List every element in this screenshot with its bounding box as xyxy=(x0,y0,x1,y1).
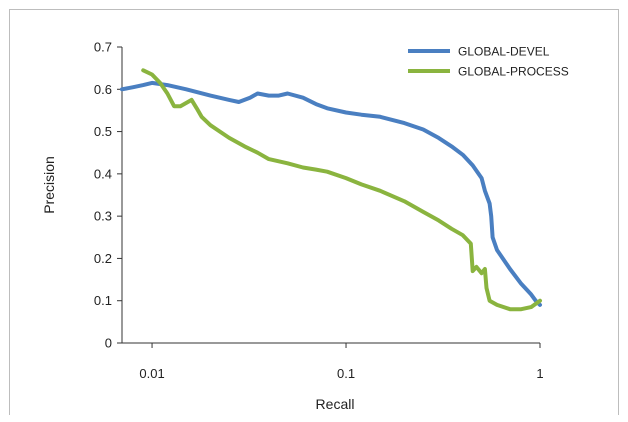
y-tick-label: 0.3 xyxy=(94,209,112,224)
y-axis-title: Precision xyxy=(41,156,57,214)
legend-label: GLOBAL-PROCESS xyxy=(458,65,569,79)
y-ticks: 0 0.1 0.2 0.3 0.4 0.5 0.6 0.7 xyxy=(94,40,122,351)
pr-curve-chart: 0 0.1 0.2 0.3 0.4 0.5 0.6 0.7 0.01 0.1 1 GLOBAL-D… xyxy=(41,40,569,413)
y-tick-label: 0.5 xyxy=(94,124,112,139)
series-layer xyxy=(120,68,542,312)
series-line-global-devel xyxy=(120,80,542,307)
x-tick-label: 0.1 xyxy=(337,366,355,381)
y-tick-label: 0.6 xyxy=(94,82,112,97)
y-tick-label: 0.7 xyxy=(94,40,112,55)
axes xyxy=(121,47,540,344)
x-axis-title: Recall xyxy=(316,396,355,412)
x-tick-label: 1 xyxy=(536,366,543,381)
series-line-global-process xyxy=(141,68,542,312)
x-tick-label: 0.01 xyxy=(139,366,164,381)
legend-label: GLOBAL-DEVEL xyxy=(458,45,550,59)
y-tick-label: 0.4 xyxy=(94,166,112,181)
legend: GLOBAL-DEVEL GLOBAL-PROCESS xyxy=(408,45,569,79)
y-tick-label: 0.1 xyxy=(94,293,112,308)
x-ticks: 0.01 0.1 1 xyxy=(139,343,544,381)
chart-frame: 0 0.1 0.2 0.3 0.4 0.5 0.6 0.7 0.01 0.1 1 GLOBAL-D… xyxy=(9,9,619,415)
y-tick-label: 0 xyxy=(105,336,112,351)
y-tick-label: 0.2 xyxy=(94,251,112,266)
